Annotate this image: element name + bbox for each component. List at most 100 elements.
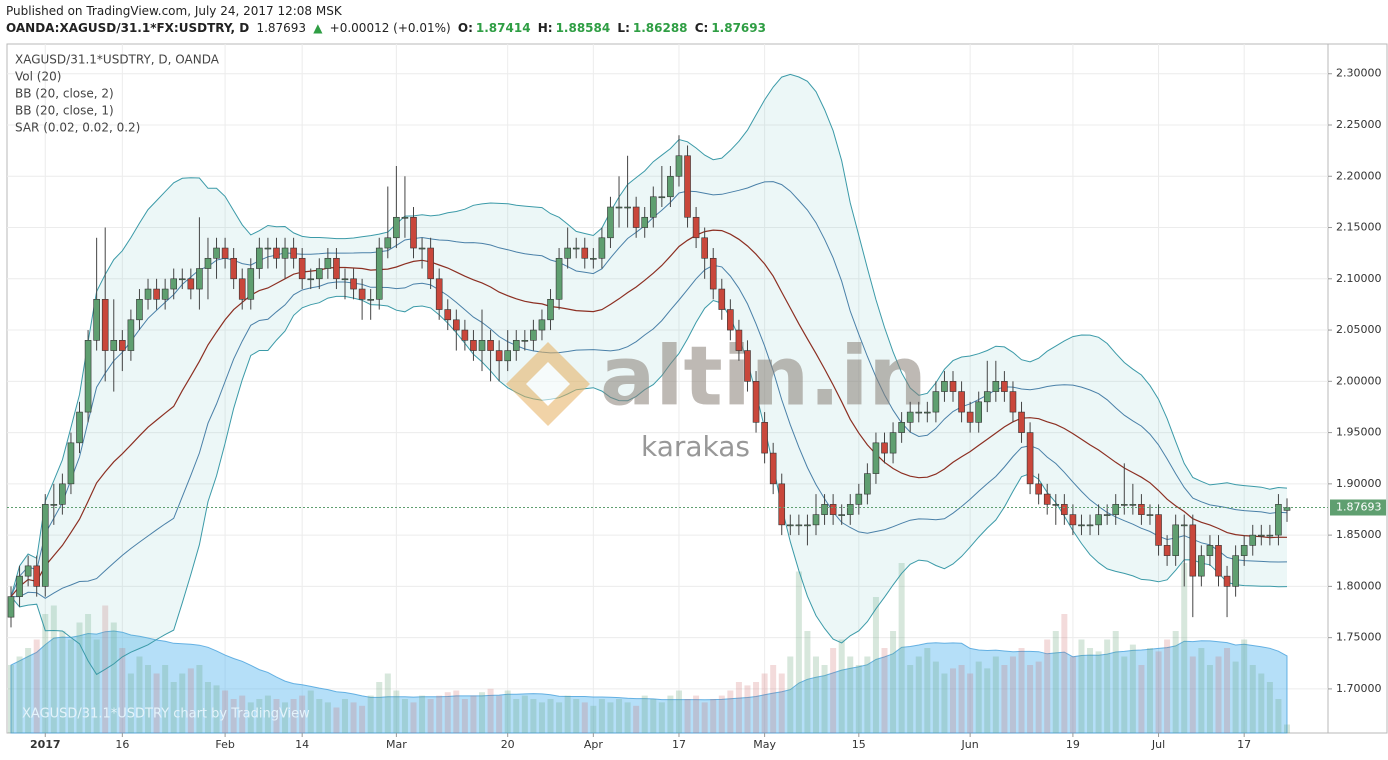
volume-bar bbox=[282, 702, 289, 733]
volume-bar bbox=[667, 695, 674, 733]
volume-bar bbox=[838, 639, 845, 733]
volume-bar bbox=[735, 682, 742, 733]
candle-body bbox=[281, 247, 289, 259]
volume-bar bbox=[778, 673, 785, 733]
volume-bar bbox=[718, 695, 725, 733]
candle-body bbox=[324, 257, 332, 269]
volume-bar bbox=[59, 631, 66, 733]
candle-body bbox=[33, 565, 40, 587]
y-tick-label: 2.15000 bbox=[1336, 221, 1382, 234]
volume-bar bbox=[675, 690, 682, 733]
candle-body bbox=[881, 442, 888, 454]
volume-bar bbox=[864, 656, 871, 733]
volume-bar bbox=[538, 702, 545, 733]
candle-body bbox=[93, 298, 100, 341]
x-tick-label: Jul bbox=[1151, 738, 1165, 751]
volume-bar bbox=[1181, 563, 1188, 733]
volume-bar bbox=[42, 614, 49, 733]
volume-bar bbox=[975, 661, 982, 733]
x-tick-label: 16 bbox=[115, 738, 129, 751]
volume-bar bbox=[256, 699, 263, 733]
volume-bar bbox=[170, 682, 177, 733]
candle-body bbox=[204, 257, 212, 269]
volume-bar bbox=[436, 695, 443, 733]
volume-bar bbox=[1146, 648, 1153, 733]
candle-body bbox=[273, 247, 280, 259]
candle-body bbox=[1146, 514, 1154, 516]
volume-bar bbox=[590, 705, 597, 733]
candle-body bbox=[915, 411, 923, 414]
volume-bar bbox=[616, 699, 623, 733]
volume-bar bbox=[8, 665, 14, 733]
volume-bar bbox=[179, 673, 186, 733]
credit: XAGUSD/31.1*USDTRY chart by TradingView bbox=[22, 707, 310, 722]
candle-body bbox=[1223, 575, 1231, 587]
candle-body bbox=[598, 237, 606, 259]
volume-bar bbox=[941, 673, 948, 733]
candle-body bbox=[1052, 504, 1060, 506]
low-value: 1.86288 bbox=[632, 21, 688, 35]
symbol-line: OANDA:XAGUSD/31.1*FX:USDTRY, D 1.87693 ▲… bbox=[6, 21, 769, 35]
volume-bar bbox=[556, 702, 563, 733]
volume-bar bbox=[1189, 656, 1196, 733]
candle-body bbox=[427, 247, 434, 280]
volume-bar bbox=[496, 695, 503, 733]
high-label: H: bbox=[537, 21, 553, 35]
candle-body bbox=[444, 309, 452, 321]
volume-bar bbox=[1232, 661, 1239, 733]
volume-bar bbox=[830, 648, 837, 733]
candle-body bbox=[59, 483, 66, 505]
candle-body bbox=[1018, 411, 1025, 433]
last-price-label: 1.87693 bbox=[1336, 501, 1382, 514]
candle-body bbox=[153, 288, 160, 300]
volume-bar bbox=[93, 639, 100, 733]
x-tick-label: 19 bbox=[1066, 738, 1080, 751]
volume-bar bbox=[658, 702, 665, 733]
candle-body bbox=[110, 340, 118, 351]
candle-body bbox=[50, 504, 58, 506]
volume-bar bbox=[607, 702, 614, 733]
volume-bar bbox=[213, 685, 220, 733]
volume-bar bbox=[1112, 631, 1119, 733]
volume-bar bbox=[50, 605, 57, 733]
candle-body bbox=[1061, 504, 1068, 515]
candle-body bbox=[1163, 545, 1171, 556]
candle-body bbox=[958, 391, 965, 413]
volume-bar bbox=[384, 673, 391, 733]
candle-body bbox=[16, 575, 23, 597]
volume-bar bbox=[898, 563, 905, 733]
candle-body bbox=[144, 288, 152, 300]
x-tick-label: Apr bbox=[584, 738, 604, 751]
volume-bar bbox=[727, 690, 734, 733]
volume-bar bbox=[598, 699, 605, 733]
volume-bar bbox=[376, 682, 383, 733]
candle-body bbox=[658, 196, 666, 199]
bollinger-basis bbox=[10, 229, 1288, 597]
y-tick-label: 1.75000 bbox=[1336, 631, 1382, 644]
volume-bar bbox=[1035, 661, 1042, 733]
volume-bar bbox=[1164, 639, 1171, 733]
volume-bar bbox=[1129, 644, 1136, 733]
candle-body bbox=[864, 473, 871, 495]
candle-body bbox=[675, 155, 683, 177]
volume-bar bbox=[230, 699, 237, 733]
candle-body bbox=[983, 391, 991, 403]
volume-bar bbox=[812, 656, 819, 733]
candle-body bbox=[941, 381, 948, 392]
candle-body bbox=[487, 340, 494, 351]
candle-body bbox=[410, 216, 417, 249]
y-tick-label: 1.95000 bbox=[1336, 426, 1382, 439]
x-tick-label: 14 bbox=[295, 738, 309, 751]
candle-body bbox=[264, 247, 272, 250]
candle-body bbox=[221, 247, 229, 259]
legend-entry: BB (20, close, 1) bbox=[15, 104, 114, 118]
legend-entry: Vol (20) bbox=[15, 70, 61, 84]
candle-body bbox=[461, 329, 469, 341]
volume-bar bbox=[1009, 656, 1016, 733]
candle-body bbox=[418, 247, 426, 250]
candle-body bbox=[718, 288, 726, 310]
volume-bar bbox=[530, 699, 537, 733]
open-value: 1.87414 bbox=[475, 21, 531, 35]
x-tick-label: 20 bbox=[501, 738, 515, 751]
candle-body bbox=[478, 340, 486, 351]
